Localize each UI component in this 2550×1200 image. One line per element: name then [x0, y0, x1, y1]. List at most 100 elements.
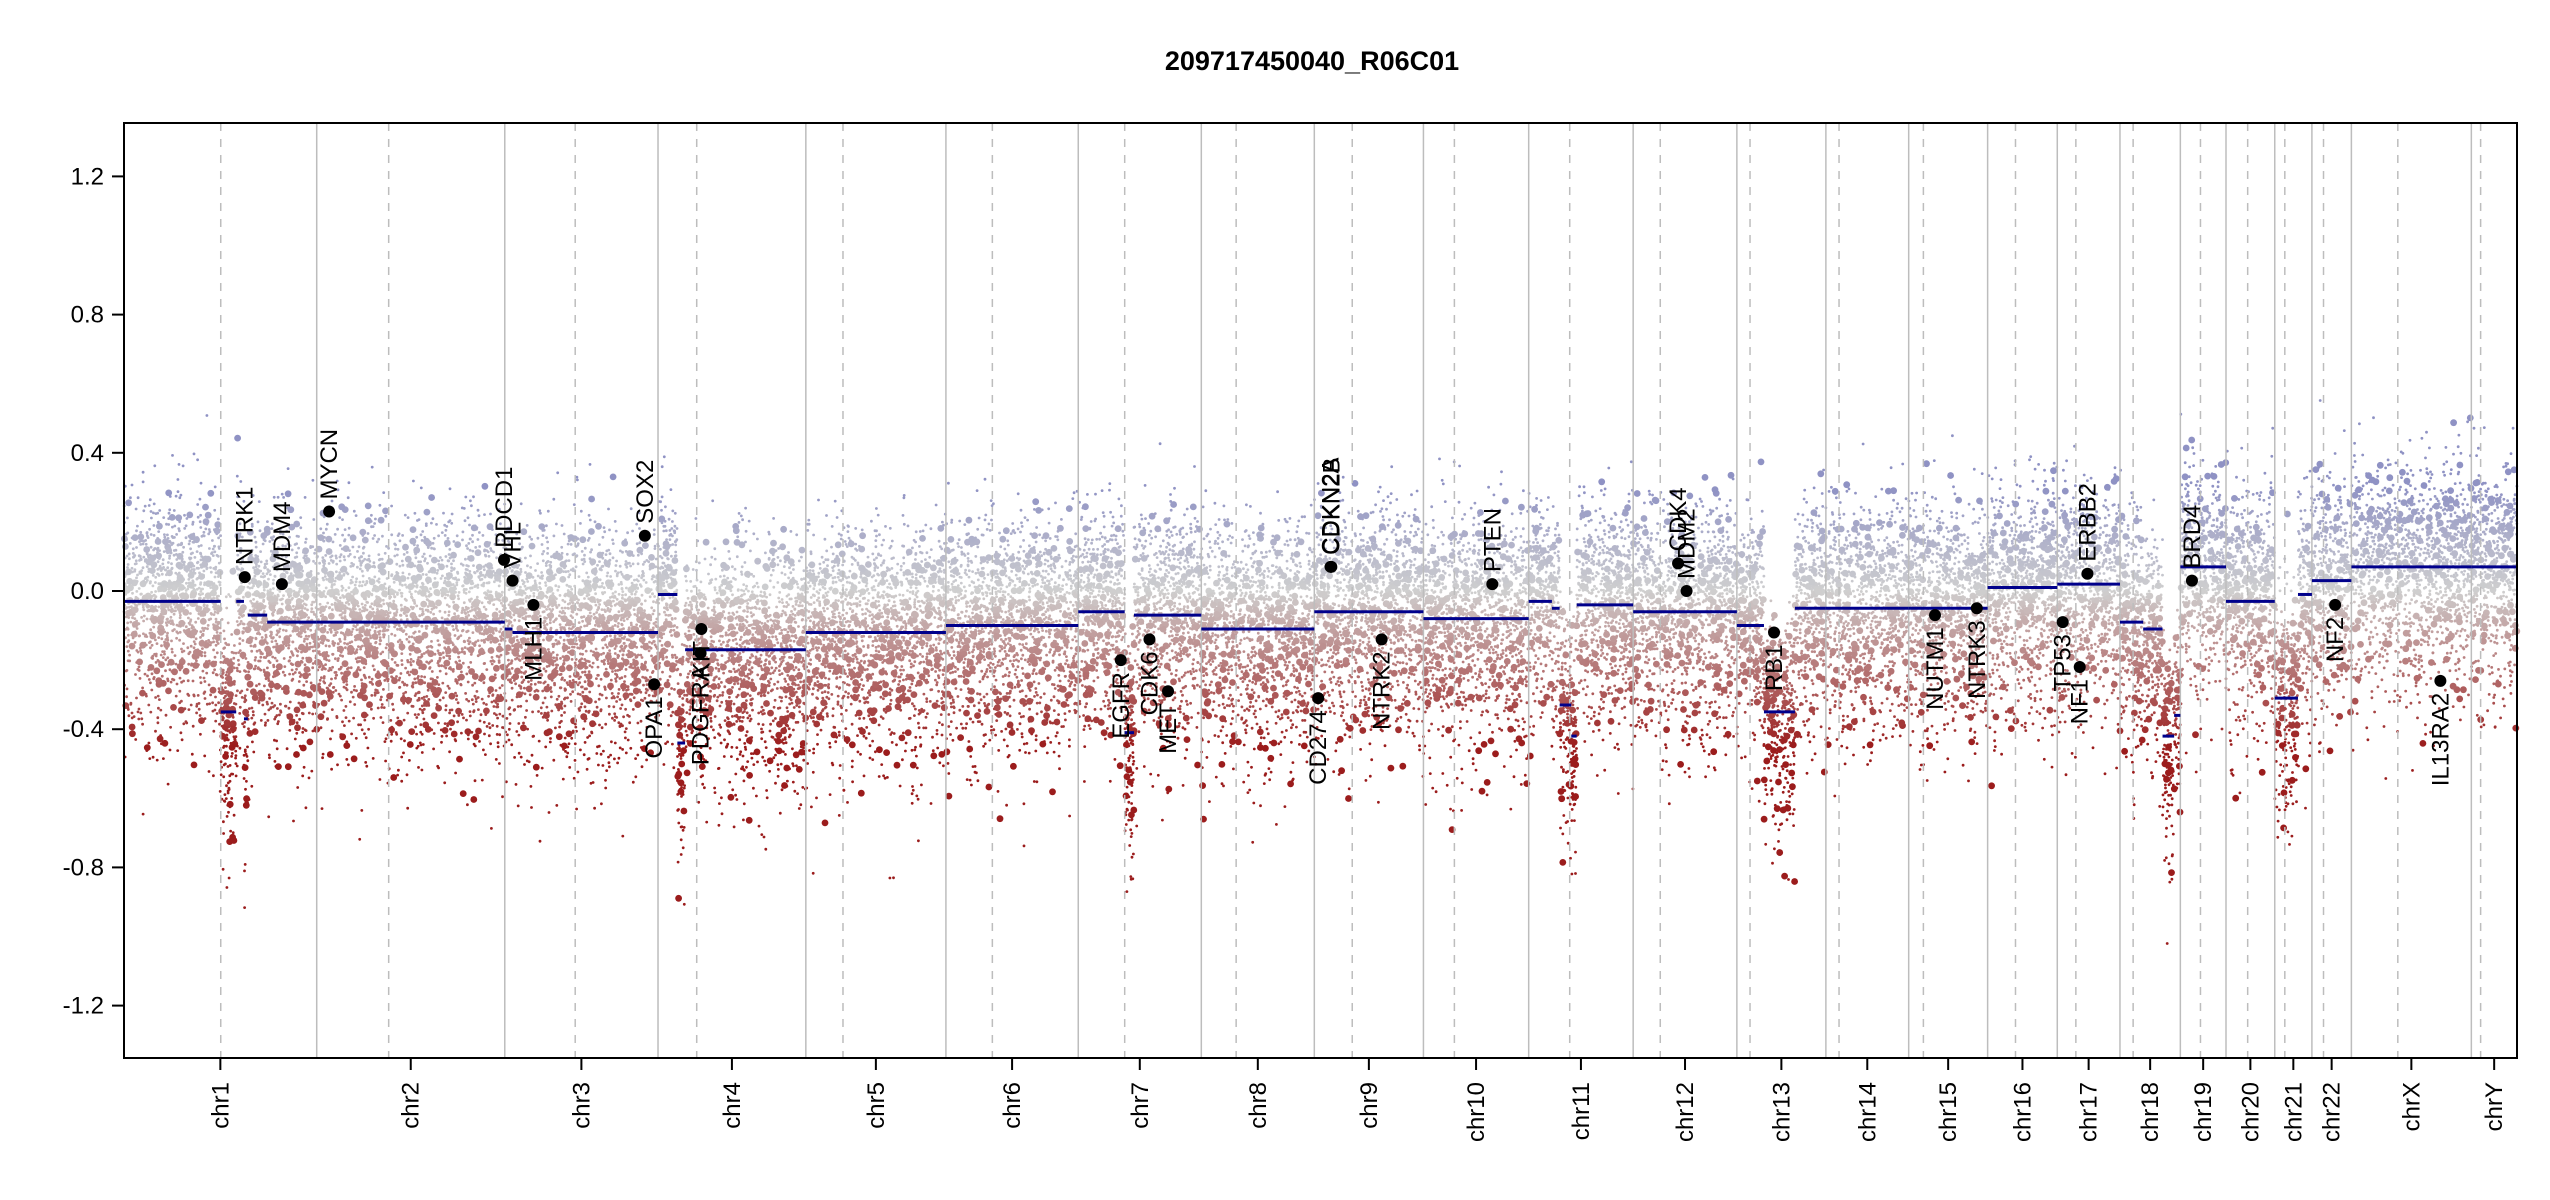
- probe-point: [289, 656, 292, 659]
- probe-point: [402, 692, 405, 695]
- probe-point: [329, 628, 332, 631]
- probe-point: [156, 537, 159, 540]
- probe-point: [415, 536, 418, 539]
- probe-point: [444, 691, 447, 694]
- probe-point: [471, 550, 474, 553]
- probe-point: [274, 657, 277, 660]
- probe-point: [126, 622, 129, 625]
- probe-point: [341, 548, 344, 551]
- probe-point: [635, 590, 638, 593]
- probe-point: [381, 535, 384, 538]
- probe-point: [339, 596, 342, 599]
- probe-point: [457, 597, 460, 600]
- probe-point: [338, 503, 345, 510]
- probe-point: [262, 600, 265, 603]
- probe-point: [625, 727, 628, 730]
- probe-point: [268, 754, 271, 757]
- probe-point: [183, 630, 186, 633]
- probe-point: [363, 675, 366, 678]
- probe-point: [125, 606, 128, 609]
- probe-point: [345, 571, 348, 574]
- probe-point: [196, 550, 199, 553]
- probe-point: [286, 747, 289, 750]
- probe-point: [427, 689, 430, 692]
- probe-point: [299, 526, 302, 529]
- probe-point: [470, 653, 473, 656]
- probe-point: [622, 627, 625, 630]
- probe-point: [133, 583, 136, 586]
- probe-point: [271, 656, 274, 659]
- probe-point: [389, 596, 392, 599]
- probe-point: [483, 662, 486, 665]
- probe-point: [287, 608, 290, 611]
- probe-point: [430, 593, 433, 596]
- probe-point: [169, 726, 172, 729]
- probe-point: [232, 662, 235, 665]
- probe-point: [654, 545, 657, 548]
- probe-point: [564, 705, 567, 708]
- probe-point: [178, 529, 181, 532]
- probe-point: [511, 624, 514, 627]
- probe-point: [239, 691, 242, 694]
- probe-point: [186, 646, 189, 649]
- probe-point: [165, 547, 172, 554]
- probe-point: [187, 663, 190, 666]
- probe-point: [278, 635, 281, 638]
- probe-point: [157, 619, 160, 622]
- probe-point: [469, 600, 472, 603]
- probe-point: [170, 640, 173, 643]
- probe-point: [541, 543, 544, 546]
- probe-point: [371, 602, 374, 605]
- probe-point: [412, 660, 415, 663]
- probe-point: [421, 625, 424, 628]
- probe-point: [526, 572, 533, 579]
- probe-point: [439, 657, 442, 660]
- probe-point: [182, 465, 185, 468]
- probe-point: [318, 562, 321, 565]
- probe-point: [500, 602, 503, 605]
- probe-point: [228, 788, 231, 791]
- probe-point: [210, 590, 217, 597]
- probe-point: [343, 642, 346, 645]
- probe-point: [460, 671, 463, 674]
- probe-point: [358, 608, 361, 611]
- probe-point: [246, 746, 249, 749]
- probe-point: [154, 639, 157, 642]
- probe-point: [289, 719, 296, 726]
- probe-point: [299, 587, 302, 590]
- probe-point: [164, 612, 167, 615]
- probe-point: [465, 673, 468, 676]
- probe-point: [395, 675, 398, 678]
- probe-point: [166, 618, 169, 621]
- probe-point: [539, 840, 542, 843]
- probe-point: [288, 659, 291, 662]
- probe-point: [445, 525, 448, 528]
- probe-point: [345, 606, 348, 609]
- probe-point: [408, 573, 411, 576]
- probe-point: [198, 572, 201, 575]
- probe-point: [345, 589, 348, 592]
- probe-point: [251, 602, 254, 605]
- probe-point: [348, 549, 351, 552]
- probe-point: [343, 709, 346, 712]
- probe-point: [210, 687, 217, 694]
- probe-point: [364, 583, 367, 586]
- probe-point: [464, 558, 467, 561]
- probe-point: [377, 563, 384, 570]
- probe-point: [212, 649, 215, 652]
- probe-point: [469, 556, 472, 559]
- probe-point: [207, 581, 210, 584]
- probe-point: [399, 565, 402, 568]
- probe-point: [497, 598, 500, 601]
- probe-point: [457, 594, 460, 597]
- probe-point: [196, 588, 199, 591]
- probe-point: [493, 660, 496, 663]
- probe-point: [199, 630, 202, 633]
- probe-point: [341, 720, 344, 723]
- probe-point: [473, 585, 476, 588]
- probe-point: [463, 640, 466, 643]
- probe-point: [395, 563, 398, 566]
- probe-point: [332, 640, 335, 643]
- probe-point: [203, 531, 206, 534]
- probe-point: [311, 589, 314, 592]
